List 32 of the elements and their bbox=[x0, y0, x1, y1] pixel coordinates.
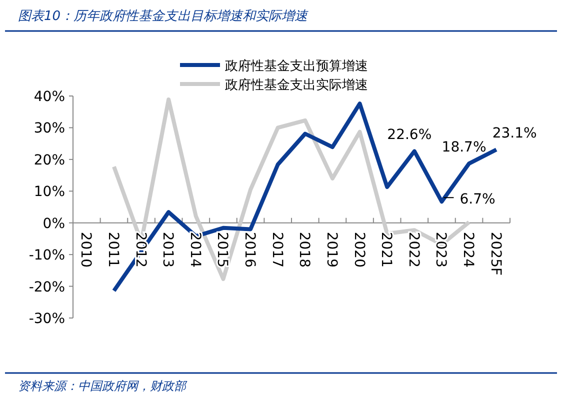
y-tick-label: -30% bbox=[28, 311, 65, 327]
y-tick-label: 40% bbox=[34, 89, 65, 105]
y-tick-label: 0% bbox=[42, 216, 65, 232]
y-tick-label: 20% bbox=[34, 152, 65, 168]
x-tick-label: 2020 bbox=[350, 232, 367, 268]
x-tick-label: 2013 bbox=[160, 232, 176, 268]
x-tick-label: 2012 bbox=[132, 232, 148, 268]
x-tick-label: 2023 bbox=[432, 232, 449, 268]
legend-label: 政府性基金支出实际增速 bbox=[225, 77, 368, 93]
y-tick-label: -20% bbox=[28, 279, 65, 296]
y-tick-label: 30% bbox=[34, 120, 65, 137]
x-tick-label: 2024 bbox=[460, 232, 476, 268]
legend-label: 政府性基金支出预算增速 bbox=[225, 58, 368, 74]
x-tick-label: 2022 bbox=[405, 232, 422, 268]
x-tick-label: 2021 bbox=[378, 232, 394, 268]
chart-title: 图表10：历年政府性基金支出目标增速和实际增速 bbox=[18, 8, 309, 24]
x-tick-label: 2018 bbox=[296, 232, 312, 268]
x-tick-label: 2017 bbox=[268, 232, 285, 268]
annotation: 18.7% bbox=[442, 140, 486, 156]
x-tick-label: 2010 bbox=[78, 232, 94, 268]
x-tick-label: 2025F bbox=[487, 232, 504, 276]
annotation: 23.1% bbox=[492, 126, 537, 142]
annotation: 6.7% bbox=[460, 192, 496, 208]
x-tick-label: 2014 bbox=[186, 232, 203, 268]
text: 资料来源：中国政府网，财政部 bbox=[18, 379, 188, 393]
x-tick-label: 2019 bbox=[323, 232, 340, 268]
y-tick-label: -10% bbox=[28, 248, 65, 264]
x-tick-label: 2015 bbox=[214, 232, 230, 268]
annotation: 22.6% bbox=[387, 127, 432, 144]
x-tick-label: 2011 bbox=[104, 232, 121, 268]
y-tick-label: 10% bbox=[34, 184, 65, 200]
x-tick-label: 2016 bbox=[242, 232, 258, 268]
